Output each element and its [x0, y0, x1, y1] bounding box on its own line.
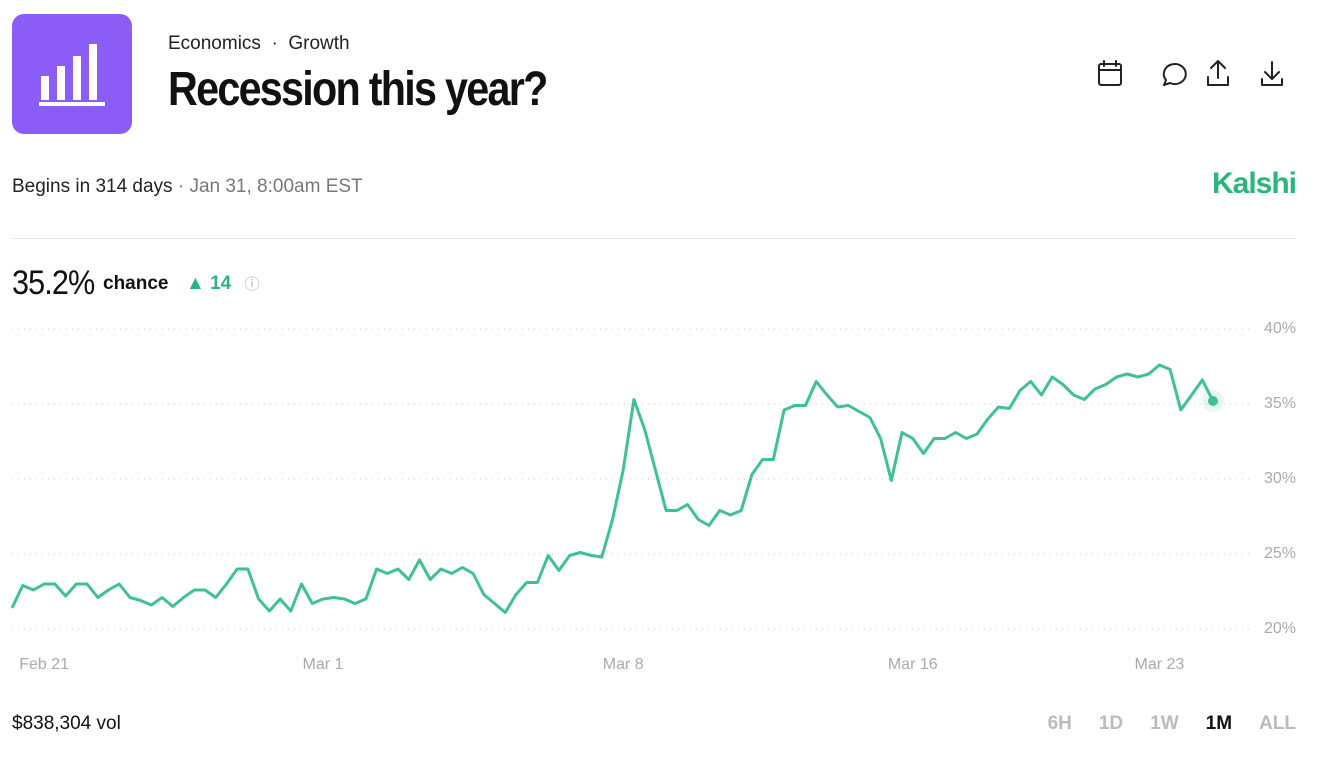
range-button[interactable]: 6H: [1047, 713, 1072, 734]
price-line: [10, 363, 1215, 614]
x-tick-label: Mar 1: [303, 656, 344, 673]
range-button[interactable]: 1D: [1098, 713, 1124, 734]
range-button[interactable]: 1W: [1150, 713, 1179, 734]
y-tick-label: 25%: [1264, 545, 1296, 562]
begins: Begins in 314 days: [12, 176, 173, 197]
category[interactable]: Economics: [168, 33, 261, 54]
endpoint: [1208, 396, 1218, 406]
calendar-button[interactable]: [1098, 60, 1122, 86]
divider: [12, 238, 1296, 239]
x-tick-label: Mar 16: [888, 656, 938, 673]
up-arrow: ▲: [186, 273, 205, 294]
y-tick-label: 30%: [1264, 470, 1296, 487]
change: ▲ 14 ⓘ: [186, 273, 260, 295]
subcategory[interactable]: Growth: [288, 33, 350, 54]
y-tick-label: 35%: [1264, 395, 1296, 412]
x-tick-label: Mar 23: [1134, 656, 1184, 673]
current-chance: 35.2%: [12, 264, 95, 302]
comment-button[interactable]: [1162, 63, 1187, 86]
title: Recession this year?: [168, 63, 548, 116]
date: Jan 31, 8:00am EST: [189, 176, 363, 197]
brand: Kalshi: [1211, 167, 1297, 200]
chance-label: chance: [103, 273, 169, 294]
range-selector: 6H 1D 1W 1M ALL: [1048, 713, 1296, 735]
toolbar: [1098, 60, 1283, 86]
breadcrumb: Economics · Growth: [168, 33, 350, 54]
range-button[interactable]: 1M: [1205, 713, 1233, 734]
volume: $838,304 vol: [12, 713, 121, 734]
x-tick-label: Mar 8: [603, 656, 644, 673]
market-icon: [12, 14, 132, 134]
y-tick-label: 40%: [1264, 320, 1296, 337]
range-button[interactable]: ALL: [1259, 713, 1296, 734]
change-value: 14: [210, 273, 232, 294]
y-tick-label: 20%: [1264, 620, 1296, 637]
x-tick-label: Feb 21: [19, 656, 69, 673]
info-icon[interactable]: ⓘ: [244, 276, 260, 293]
download-button[interactable]: [1261, 61, 1283, 86]
share-button[interactable]: [1207, 60, 1229, 86]
schedule: Begins in 314 days · Jan 31, 8:00am EST: [12, 176, 363, 197]
